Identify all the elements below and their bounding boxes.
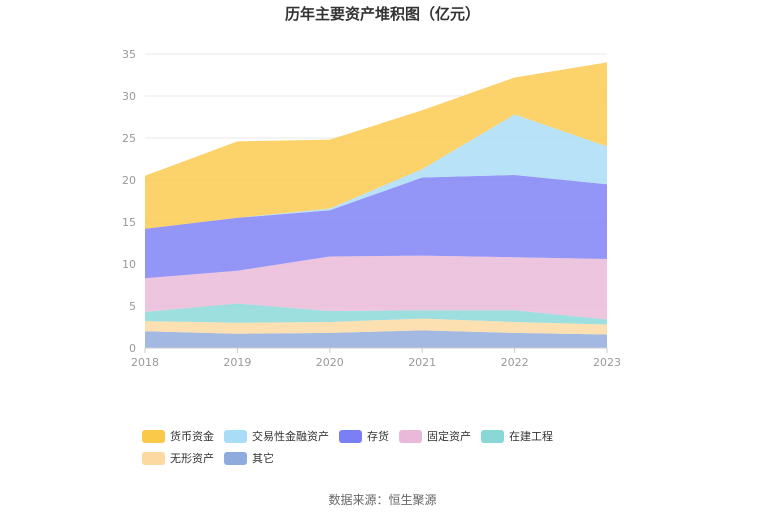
y-tick-label: 35 bbox=[122, 48, 136, 61]
legend-item[interactable]: 无形资产 bbox=[142, 447, 214, 469]
legend-swatch bbox=[339, 429, 362, 443]
legend-label: 交易性金融资产 bbox=[252, 430, 329, 443]
x-tick-label: 2020 bbox=[316, 356, 344, 369]
area-series bbox=[145, 62, 607, 229]
legend-swatch bbox=[224, 429, 247, 443]
y-tick-label: 5 bbox=[129, 300, 136, 313]
legend-label: 无形资产 bbox=[170, 452, 214, 465]
legend-label: 在建工程 bbox=[509, 430, 553, 443]
legend-swatch bbox=[224, 451, 247, 465]
x-tick-label: 2023 bbox=[593, 356, 621, 369]
y-tick-label: 0 bbox=[129, 342, 136, 355]
legend-item[interactable]: 货币资金 bbox=[142, 425, 214, 447]
y-tick-label: 25 bbox=[122, 132, 136, 145]
legend-swatch bbox=[142, 429, 165, 443]
area-series bbox=[145, 330, 607, 348]
legend-swatch bbox=[142, 451, 165, 465]
legend-swatch bbox=[481, 429, 504, 443]
legend-label: 存货 bbox=[367, 430, 389, 443]
x-tick-label: 2018 bbox=[131, 356, 159, 369]
y-tick-label: 20 bbox=[122, 174, 136, 187]
legend-item[interactable]: 固定资产 bbox=[399, 425, 471, 447]
legend-label: 其它 bbox=[252, 452, 274, 465]
legend-item[interactable]: 其它 bbox=[224, 447, 274, 469]
y-tick-label: 10 bbox=[122, 258, 136, 271]
x-tick-label: 2021 bbox=[408, 356, 436, 369]
area-series bbox=[145, 303, 607, 325]
chart-title: 历年主要资产堆积图（亿元） bbox=[284, 5, 480, 23]
x-tick-label: 2022 bbox=[501, 356, 529, 369]
legend-label: 货币资金 bbox=[170, 430, 214, 443]
area-series bbox=[145, 174, 607, 279]
x-tick-label: 2019 bbox=[223, 356, 251, 369]
legend-label: 固定资产 bbox=[427, 430, 471, 443]
y-tick-label: 15 bbox=[122, 216, 136, 229]
area-series bbox=[145, 318, 607, 335]
legend-item[interactable]: 在建工程 bbox=[481, 425, 553, 447]
area-series bbox=[145, 255, 607, 320]
area-series bbox=[145, 114, 607, 229]
y-tick-label: 30 bbox=[122, 90, 136, 103]
legend-item[interactable]: 交易性金融资产 bbox=[224, 425, 329, 447]
legend-swatch bbox=[399, 429, 422, 443]
data-source-note: 数据来源：恒生聚源 bbox=[328, 493, 437, 507]
legend-item[interactable]: 存货 bbox=[339, 425, 389, 447]
chart-legend: 货币资金 交易性金融资产 存货 固定资产 在建工程无形资产 其它 bbox=[142, 425, 642, 469]
